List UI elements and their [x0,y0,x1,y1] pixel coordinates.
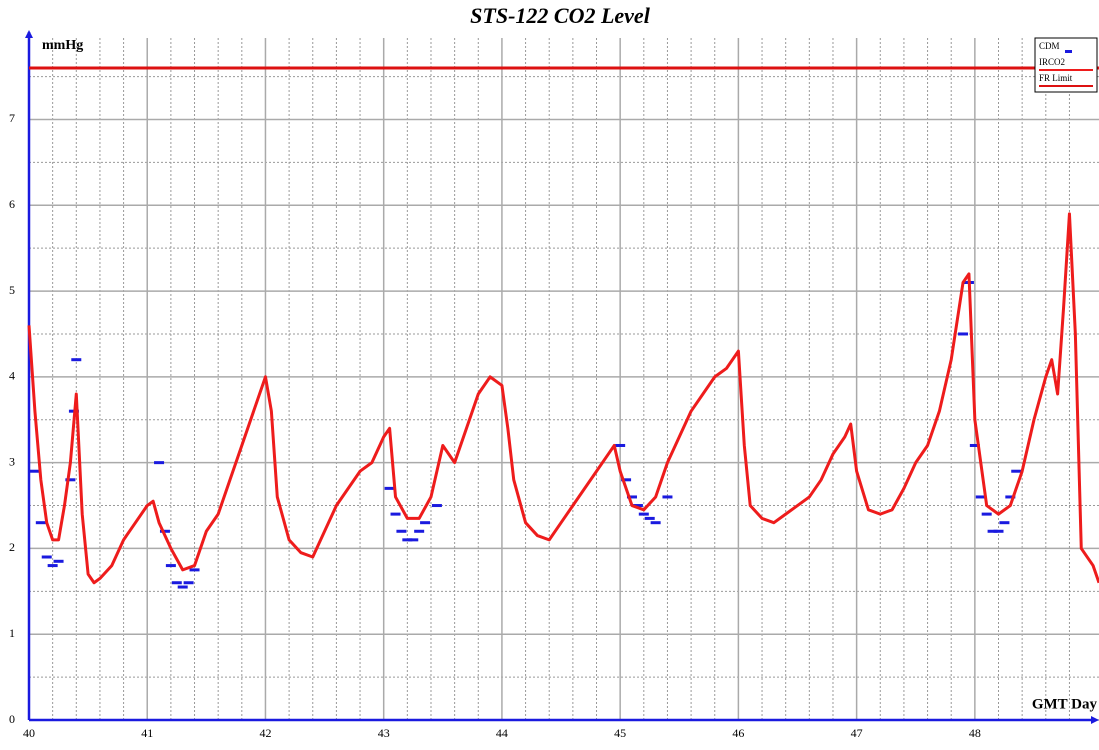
data-point [177,585,188,589]
data-point [987,529,998,533]
y-tick-label: 1 [9,626,15,640]
data-point [384,486,395,490]
legend-box [1034,37,1098,93]
data-point [662,495,673,499]
data-point [993,529,1004,533]
data-point [165,564,176,568]
data-point [47,564,58,568]
data-point [189,568,200,572]
y-axis-arrow [25,30,33,38]
data-point [396,529,407,533]
legend-label: FR Limit [1039,73,1073,83]
data-point [644,516,655,520]
x-tick-label: 48 [969,726,981,740]
data-point [420,521,431,525]
y-tick-label: 5 [9,283,15,297]
data-point [1005,495,1016,499]
data-point [390,512,401,516]
data-point [41,555,52,559]
data-point [159,529,170,533]
legend-swatch [1065,50,1072,53]
data-point [981,512,992,516]
x-tick-label: 44 [496,726,508,740]
data-point [29,469,40,473]
y-tick-label: 3 [9,454,15,468]
data-point [975,495,986,499]
chart-title: STS-122 CO2 Level [470,3,651,28]
data-point [171,581,182,585]
x-tick-label: 41 [141,726,153,740]
data-point [71,358,82,362]
data-line [27,212,1099,585]
data-point [35,521,46,525]
data-point [414,529,425,533]
data-point [65,478,76,482]
y-tick-label: 2 [9,540,15,554]
y-axis-label: mmHg [42,38,83,53]
legend-label: CDM [1039,41,1060,51]
data-point [638,512,649,516]
y-tick-label: 4 [9,369,15,383]
data-point [154,461,165,465]
x-tick-label: 43 [378,726,390,740]
y-tick-label: 0 [9,712,15,726]
data-point [402,538,413,542]
data-point [1011,469,1022,473]
y-tick-label: 7 [9,111,15,125]
data-point [632,504,643,508]
x-axis-arrow [1091,716,1099,724]
data-point [621,478,632,482]
x-tick-label: 42 [259,726,271,740]
data-point [969,443,980,447]
data-point [408,538,419,542]
data-point [615,443,626,447]
legend-label: IRCO2 [1039,57,1065,67]
data-point [431,504,442,508]
data-point [626,495,637,499]
data-point [999,521,1010,525]
x-tick-label: 46 [732,726,744,740]
y-tick-label: 6 [9,197,15,211]
data-point [958,332,969,336]
x-tick-label: 40 [23,726,35,740]
x-tick-label: 47 [851,726,863,740]
grid [28,38,1099,721]
x-axis-label: GMT Day [1032,696,1098,712]
data-point [53,559,64,563]
data-point [650,521,661,525]
x-tick-label: 45 [614,726,626,740]
data-point [183,581,194,585]
